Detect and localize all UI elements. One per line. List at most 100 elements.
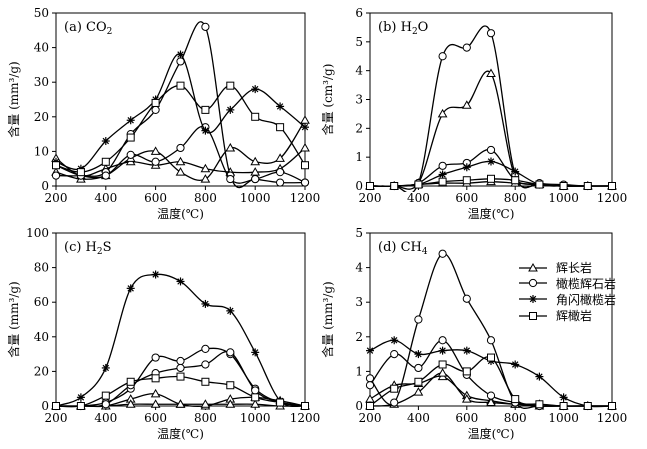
x-axis-label: 温度(℃)	[468, 426, 515, 441]
data-point-triangle	[200, 174, 211, 183]
panel-title-tail: O	[418, 20, 429, 35]
data-point-square	[535, 180, 544, 189]
panel-title: (b) H2O	[378, 20, 428, 37]
data-point-square	[487, 353, 495, 362]
y-tick-label: 3	[355, 93, 363, 107]
data-point-circle	[462, 43, 471, 52]
y-tick-label: 0	[41, 399, 49, 413]
x-tick-label: 200	[359, 191, 382, 205]
data-point-square	[52, 402, 60, 410]
y-tick-label: 20	[34, 110, 49, 124]
x-tick-label: 800	[504, 191, 527, 205]
data-point-star	[462, 163, 471, 172]
y-tick-label: 40	[34, 330, 49, 344]
data-point-square	[176, 372, 185, 381]
panel-title-subscript: 2	[107, 27, 113, 37]
data-point-star	[101, 137, 110, 146]
data-point-circle	[462, 294, 471, 303]
data-point-star	[276, 102, 285, 111]
data-point-square	[101, 157, 110, 166]
x-tick-label: 800	[504, 411, 527, 425]
panel-title-subscript: 2	[412, 27, 418, 37]
series-square	[366, 174, 616, 190]
data-point-square	[176, 81, 185, 90]
data-point-triangle	[437, 368, 448, 377]
x-tick-label: 600	[144, 191, 167, 205]
data-point-circle	[300, 178, 310, 187]
data-point-star	[366, 346, 374, 355]
data-point-circle	[438, 249, 447, 258]
data-point-star	[438, 170, 447, 179]
data-point-triangle	[300, 142, 310, 152]
series-square	[52, 81, 309, 177]
data-point-square	[414, 180, 423, 189]
series-triangle	[365, 68, 617, 190]
legend-circle-icon	[528, 278, 538, 288]
chart-h2s: 200 400 600 800 1000 1200 0 20 40 60 80 100 温度(℃) 含量 …	[6, 226, 320, 441]
x-tick-label: 1000	[240, 191, 271, 205]
y-tick-label: 20	[34, 364, 49, 378]
data-point-square	[151, 98, 160, 107]
series-star	[52, 270, 309, 410]
data-point-circle	[251, 386, 260, 395]
data-point-square	[126, 377, 135, 386]
data-point-square	[511, 395, 520, 404]
series-circle	[365, 336, 617, 411]
y-tick-label: 10	[34, 144, 49, 158]
data-point-square	[226, 381, 235, 390]
data-point-circle	[414, 315, 423, 324]
data-point-square	[151, 374, 160, 383]
y-tick-label: 2	[355, 330, 363, 344]
data-point-star	[176, 277, 185, 286]
data-point-square	[226, 81, 235, 90]
data-point-triangle	[125, 399, 136, 408]
data-point-square	[462, 176, 471, 185]
data-point-square	[390, 182, 399, 190]
y-tick-label: 1	[355, 364, 363, 378]
x-axis-label: 温度(℃)	[468, 206, 515, 221]
data-point-triangle	[175, 167, 186, 176]
panel-title-subscript: 4	[422, 247, 428, 257]
x-tick-label: 1200	[597, 191, 628, 205]
data-point-star	[511, 167, 520, 176]
data-point-circle	[486, 336, 496, 345]
data-point-circle	[176, 363, 185, 373]
legend: 辉长岩 橄榄辉石岩 角闪橄榄岩 辉橄岩	[519, 260, 616, 323]
data-point-circle	[201, 344, 210, 354]
y-tick-label: 50	[34, 6, 49, 20]
data-point-square	[76, 168, 85, 177]
x-tick-label: 400	[407, 191, 430, 205]
data-point-star	[126, 116, 135, 125]
data-point-star	[76, 393, 85, 402]
data-point-star	[301, 123, 309, 132]
data-point-square	[438, 360, 447, 369]
data-point-triangle	[150, 399, 161, 408]
legend-star-icon	[529, 295, 537, 303]
data-point-circle	[226, 174, 235, 184]
data-point-square	[301, 161, 309, 170]
data-point-star	[462, 346, 471, 355]
y-tick-label: 60	[34, 295, 49, 309]
y-axis-label: 含量 (cm³/g)	[320, 64, 335, 136]
panel-title: (d) CH4	[378, 240, 428, 257]
x-axis-label: 温度(℃)	[157, 206, 204, 221]
panel-title: (a) CO2	[64, 20, 112, 37]
data-point-square	[366, 182, 374, 190]
series-square	[366, 353, 616, 410]
data-point-triangle	[250, 399, 261, 408]
data-point-triangle	[275, 153, 285, 162]
y-axis-label: 含量 (mm³/g)	[6, 61, 21, 137]
series-circle	[365, 25, 617, 192]
data-point-triangle	[150, 146, 161, 155]
data-point-triangle	[300, 115, 310, 124]
data-point-star	[201, 299, 210, 308]
panel-title: (c) H2S	[64, 240, 112, 257]
legend-triangle-icon	[528, 262, 538, 272]
series-star	[52, 50, 309, 173]
data-point-square	[414, 377, 423, 386]
data-point-circle	[251, 174, 260, 184]
data-point-circle	[365, 381, 375, 390]
chart-h2o: 200 400 600 800 1000 1200 0 1 2 3 4 5 6 温度(℃) 含量 (cm³/…	[320, 6, 627, 221]
data-point-square	[608, 402, 616, 410]
